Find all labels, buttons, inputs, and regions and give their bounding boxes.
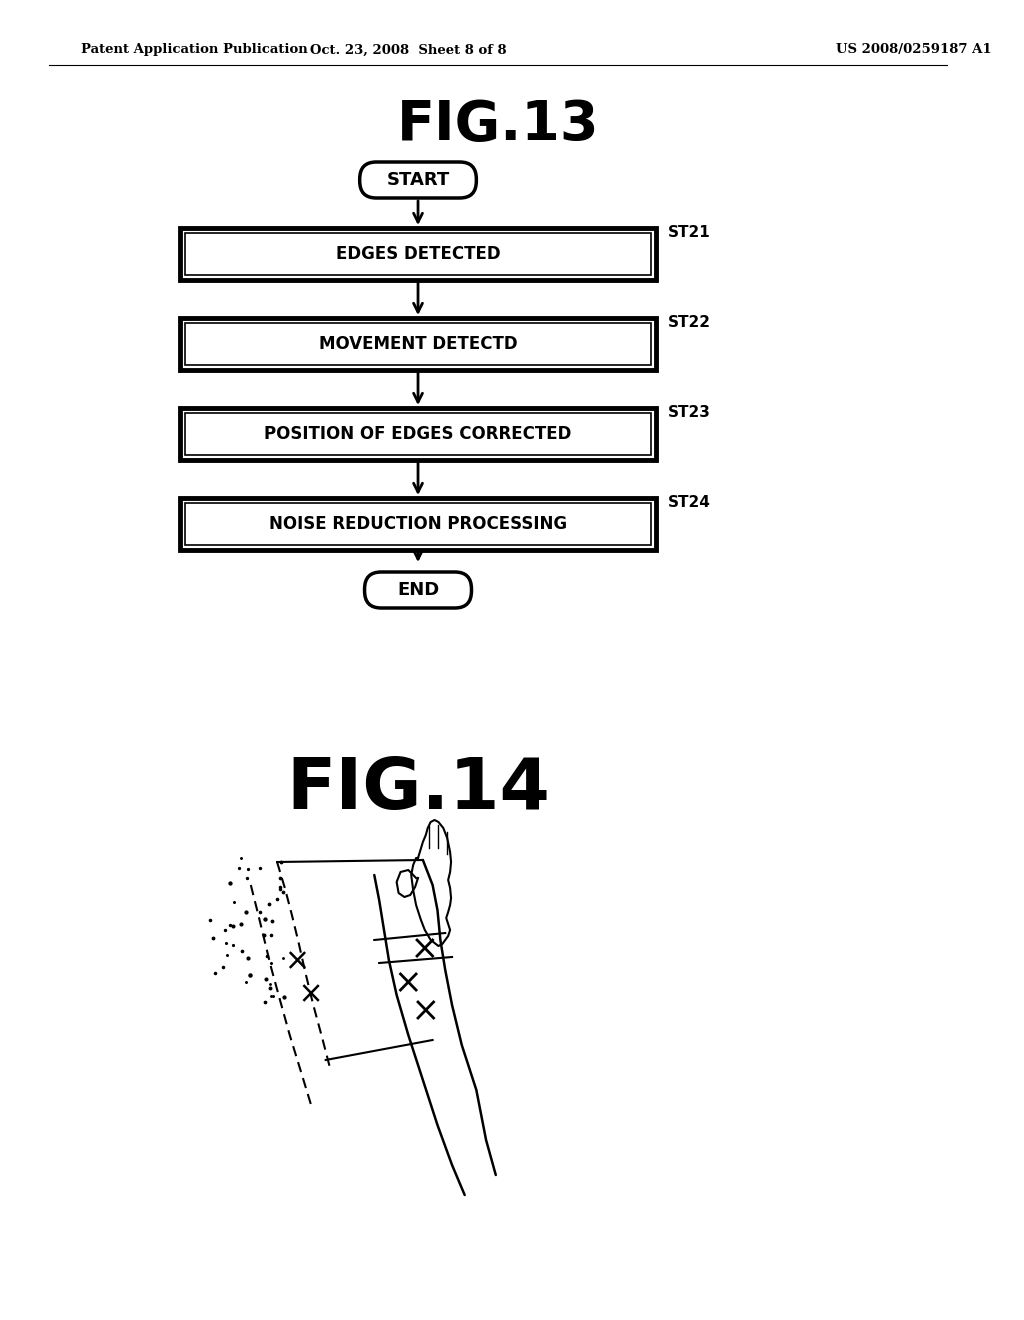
Text: Patent Application Publication: Patent Application Publication	[81, 44, 307, 57]
Text: MOVEMENT DETECTD: MOVEMENT DETECTD	[318, 335, 517, 352]
Text: EDGES DETECTED: EDGES DETECTED	[336, 246, 501, 263]
Text: NOISE REDUCTION PROCESSING: NOISE REDUCTION PROCESSING	[269, 515, 567, 533]
FancyBboxPatch shape	[180, 228, 656, 280]
Text: FIG.13: FIG.13	[396, 98, 599, 152]
Text: ST21: ST21	[668, 224, 711, 240]
Text: ST22: ST22	[668, 315, 711, 330]
Text: ST23: ST23	[668, 405, 711, 420]
Text: START: START	[386, 172, 450, 189]
Text: ST24: ST24	[668, 495, 711, 510]
FancyBboxPatch shape	[184, 234, 651, 275]
FancyBboxPatch shape	[359, 162, 476, 198]
FancyBboxPatch shape	[180, 498, 656, 550]
FancyBboxPatch shape	[184, 503, 651, 545]
FancyBboxPatch shape	[180, 408, 656, 459]
Text: US 2008/0259187 A1: US 2008/0259187 A1	[836, 44, 991, 57]
Text: END: END	[397, 581, 439, 599]
FancyBboxPatch shape	[184, 413, 651, 455]
Text: Oct. 23, 2008  Sheet 8 of 8: Oct. 23, 2008 Sheet 8 of 8	[310, 44, 507, 57]
FancyBboxPatch shape	[184, 323, 651, 366]
Text: POSITION OF EDGES CORRECTED: POSITION OF EDGES CORRECTED	[264, 425, 571, 444]
Text: FIG.14: FIG.14	[286, 755, 550, 825]
FancyBboxPatch shape	[365, 572, 471, 609]
FancyBboxPatch shape	[180, 318, 656, 370]
